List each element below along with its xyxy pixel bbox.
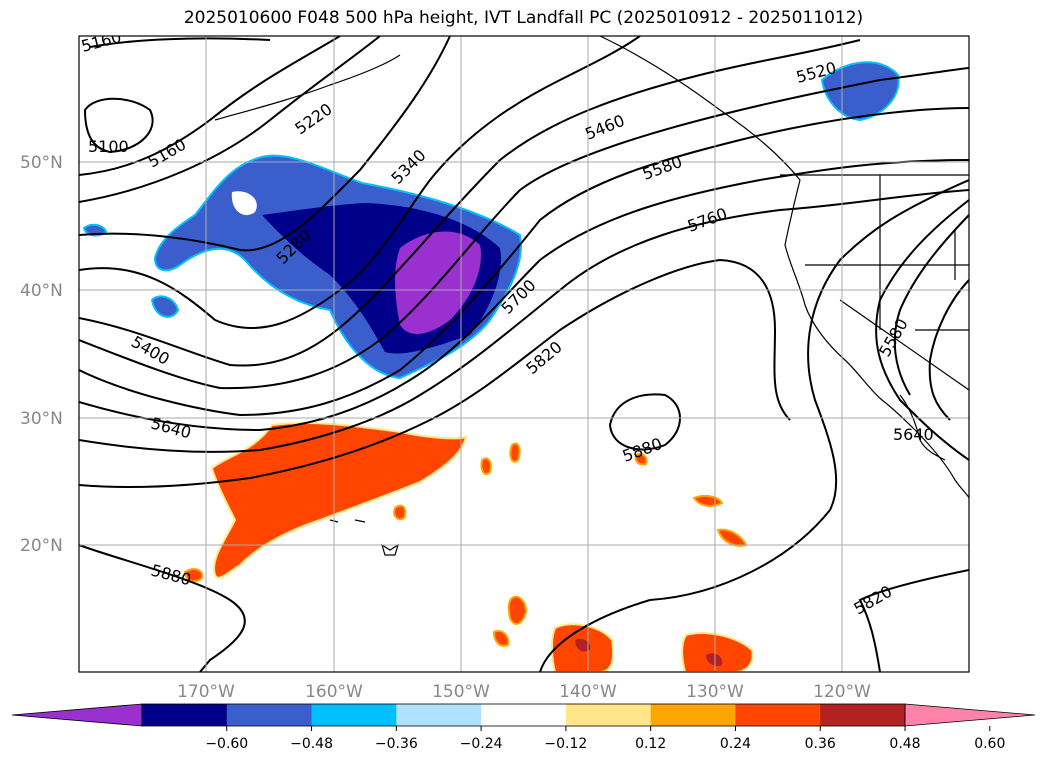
latitude-labels: 50°N 40°N 30°N 20°N [20, 153, 63, 556]
colorbar-segment [142, 704, 228, 726]
longitude-labels: 170°W 160°W 150°W 140°W 130°W 120°W [177, 682, 871, 702]
lon-label: 160°W [305, 682, 363, 702]
positive-ivt-anomaly [183, 422, 754, 672]
colorbar-tick-label: −0.48 [290, 736, 333, 752]
colorbar-segment [735, 704, 821, 726]
colorbar-tick-label: 0.24 [720, 736, 751, 752]
colorbar-tick-label: 0.48 [889, 736, 920, 752]
graticule [79, 36, 969, 672]
plot-area [79, 36, 969, 672]
colorbar-outline [141, 703, 906, 727]
colorbar-tick-label: 0.36 [805, 736, 836, 752]
colorbar-tick-label: −0.36 [375, 736, 418, 752]
coastlines [214, 36, 969, 556]
colorbar-segment [311, 704, 397, 726]
lat-label: 40°N [20, 281, 63, 301]
contour-label: 5100 [88, 137, 129, 156]
contour-label: 5640 [893, 425, 934, 444]
colorbar-extend-right [904, 703, 1036, 727]
colorbar-tick-label: −0.12 [544, 736, 587, 752]
lat-label: 30°N [20, 409, 63, 429]
colorbar-extend-left [11, 703, 143, 727]
plot-frame [78, 35, 970, 673]
lat-label: 20°N [20, 536, 63, 556]
colorbar-tick-label: 0.60 [974, 736, 1005, 752]
colorbar-tick-label: 0.12 [635, 736, 666, 752]
lat-label: 50°N [20, 153, 63, 173]
colorbar-tick-label: −0.24 [460, 736, 503, 752]
lon-label: 150°W [432, 682, 490, 702]
colorbar: −0.60 −0.48 −0.36 −0.24 −0.12 0.12 0.24 0.36 0.4… [11, 703, 1036, 752]
height-contours [79, 36, 969, 672]
colorbar-segment [820, 704, 906, 726]
lon-label: 120°W [813, 682, 871, 702]
colorbar-tick-label: −0.60 [205, 736, 248, 752]
lon-label: 170°W [177, 682, 235, 702]
lon-label: 140°W [559, 682, 617, 702]
map-title: 2025010600 F048 500 hPa height, IVT Land… [183, 8, 864, 28]
colorbar-segment [226, 704, 313, 726]
lon-label: 130°W [686, 682, 744, 702]
colorbar-segment [565, 704, 652, 726]
colorbar-segment [481, 704, 567, 726]
colorbar-segment [650, 704, 736, 726]
colorbar-segment [396, 704, 482, 726]
